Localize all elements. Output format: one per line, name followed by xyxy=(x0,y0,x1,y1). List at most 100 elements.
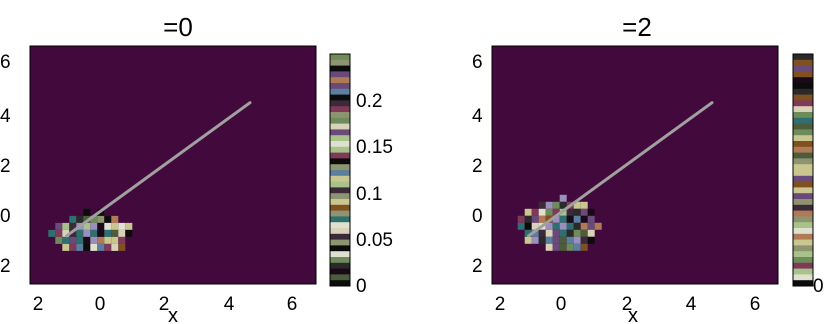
colorbar-stripe-2 xyxy=(793,65,813,72)
heat-cell-14 xyxy=(566,208,574,216)
heat-cell-25 xyxy=(83,229,91,237)
heat-cell-18 xyxy=(118,222,126,230)
panel-left-ytick-5: 2 xyxy=(0,256,11,277)
colorbar-stripe-37 xyxy=(330,268,350,275)
panel-left-xtick-1: 2 xyxy=(33,294,44,315)
heat-cell-50 xyxy=(118,243,126,251)
panel-right-title: =2 xyxy=(622,12,652,42)
heat-cell-18 xyxy=(517,215,525,223)
heat-cell-33 xyxy=(545,222,553,230)
heat-cell-49 xyxy=(580,229,588,237)
heat-cell-23 xyxy=(552,215,560,223)
colorbar-stripe-6 xyxy=(793,88,813,96)
colorbar-stripe-15 xyxy=(793,141,813,148)
colorbar-stripe-32 xyxy=(793,239,813,246)
heat-cell-45 xyxy=(552,229,560,237)
heat-cell-36 xyxy=(83,236,91,244)
heat-cell-58 xyxy=(573,236,581,244)
heat-cell-7 xyxy=(580,201,588,209)
colorbar-stripe-9 xyxy=(793,106,813,113)
heat-cell-55 xyxy=(552,236,560,244)
colorbar-stripe-38 xyxy=(330,274,350,281)
panel-left-cbar-tick-5: 0 xyxy=(356,276,367,297)
panel-left-cbar-tick-1: 0.2 xyxy=(356,91,382,112)
panel-left-cbar-tick-2: 0.15 xyxy=(356,137,393,158)
colorbar-stripe-39 xyxy=(793,280,813,287)
heat-cell-36 xyxy=(566,222,574,230)
heat-cell-60 xyxy=(587,236,595,244)
heat-cell-40 xyxy=(594,222,602,230)
colorbar-stripe-17 xyxy=(330,152,350,159)
heat-cell-63 xyxy=(559,243,567,251)
heat-cell-41 xyxy=(118,236,126,244)
colorbar-stripe-5 xyxy=(793,83,813,90)
heat-cell-8 xyxy=(524,208,532,216)
panel-right-ytick-1: 6 xyxy=(472,52,483,73)
heat-cell-16 xyxy=(104,222,112,230)
heat-cell-46 xyxy=(559,229,567,237)
heat-cell-46 xyxy=(90,243,98,251)
colorbar-stripe-28 xyxy=(330,216,350,223)
colorbar-stripe-22 xyxy=(793,181,813,188)
panel-right-xtick-1: 2 xyxy=(495,294,506,315)
panel-left-xtick-5: 6 xyxy=(287,294,298,315)
panel-right-xtick-2: 0 xyxy=(556,294,567,315)
heat-cell-0 xyxy=(559,194,567,202)
heat-cell-24 xyxy=(76,229,84,237)
colorbar-stripe-15 xyxy=(330,141,350,148)
heat-cell-13 xyxy=(83,222,91,230)
panel-left-ytick-3: 2 xyxy=(0,156,11,177)
heat-cell-41 xyxy=(524,229,532,237)
colorbar-stripe-11 xyxy=(330,117,350,125)
colorbar-stripe-12 xyxy=(330,123,350,130)
panel-right-ytick-2: 4 xyxy=(472,106,483,127)
heat-cell-1 xyxy=(538,201,546,209)
heat-cell-37 xyxy=(573,222,581,230)
colorbar-stripe-24 xyxy=(793,193,813,200)
heat-cell-15 xyxy=(573,208,581,216)
heat-cell-44 xyxy=(545,229,553,237)
colorbar-stripe-18 xyxy=(330,158,350,165)
heat-cell-6 xyxy=(97,215,105,223)
colorbar-stripe-27 xyxy=(793,210,813,217)
colorbar-stripe-16 xyxy=(330,146,350,154)
heat-cell-43 xyxy=(69,243,77,251)
heat-cell-17 xyxy=(111,222,119,230)
colorbar-stripe-19 xyxy=(793,164,813,171)
heat-cell-25 xyxy=(566,215,574,223)
heat-cell-37 xyxy=(90,236,98,244)
heat-cell-10 xyxy=(538,208,546,216)
colorbar-stripe-38 xyxy=(793,274,813,281)
panel-left-cbar-tick-4: 0.05 xyxy=(356,230,393,251)
heat-cell-21 xyxy=(538,215,546,223)
colorbar-stripe-0 xyxy=(793,54,813,61)
colorbar-stripe-1 xyxy=(330,59,350,67)
heat-cell-31 xyxy=(125,229,133,237)
colorbar-stripe-21 xyxy=(330,175,350,183)
heat-cell-2 xyxy=(545,201,553,209)
colorbar-stripe-8 xyxy=(793,100,813,107)
heat-cell-61 xyxy=(545,243,553,251)
heat-cell-6 xyxy=(573,201,581,209)
colorbar-stripe-37 xyxy=(793,268,813,275)
colorbar-stripe-13 xyxy=(330,129,350,136)
heat-cell-39 xyxy=(104,236,112,244)
heat-cell-28 xyxy=(104,229,112,237)
heat-cell-44 xyxy=(76,243,84,251)
colorbar-stripe-36 xyxy=(793,262,813,270)
heat-cell-52 xyxy=(531,236,539,244)
colorbar-stripe-2 xyxy=(330,65,350,72)
colorbar-stripe-33 xyxy=(793,245,813,252)
heat-cell-26 xyxy=(573,215,581,223)
colorbar-stripe-4 xyxy=(793,77,813,84)
panel-right-xtick-5: 6 xyxy=(750,294,761,315)
heat-cell-51 xyxy=(524,236,532,244)
heat-cell-57 xyxy=(566,236,574,244)
colorbar-stripe-18 xyxy=(793,158,813,165)
panel-left-colorbar xyxy=(329,53,351,287)
panel-right-ytick-4: 0 xyxy=(472,206,483,227)
heat-cell-47 xyxy=(566,229,574,237)
colorbar-stripe-33 xyxy=(330,245,350,252)
heat-cell-11 xyxy=(69,222,77,230)
